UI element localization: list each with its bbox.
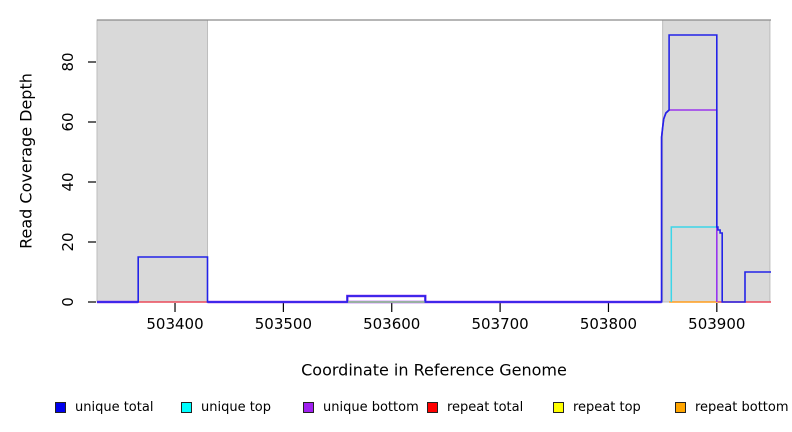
- legend-item-unique-bottom: unique bottom: [303, 399, 419, 415]
- legend-item-repeat-bottom: repeat bottom: [675, 399, 789, 415]
- legend-label: unique top: [201, 399, 272, 415]
- x-tick-label: 503400: [146, 315, 203, 333]
- legend-item-unique-total: unique total: [55, 399, 153, 415]
- y-tick-label: 60: [59, 112, 77, 131]
- x-axis-title: Coordinate in Reference Genome: [301, 360, 567, 380]
- legend-label: repeat top: [573, 399, 641, 415]
- legend-item-unique-top: unique top: [181, 399, 271, 415]
- x-tick-label: 503800: [580, 315, 637, 333]
- legend-swatch-unique-total: [55, 401, 66, 413]
- x-tick-label: 503900: [688, 315, 745, 333]
- legend-item-repeat-total: repeat total: [427, 399, 523, 415]
- y-tick-label: 40: [59, 172, 77, 191]
- x-tick-label: 503500: [255, 315, 312, 333]
- legend-label: repeat total: [447, 399, 524, 415]
- y-tick-label: 20: [59, 232, 77, 251]
- legend-swatch-unique-top: [181, 401, 192, 413]
- y-tick-label: 0: [59, 297, 77, 307]
- legend-label: unique total: [75, 399, 154, 415]
- x-tick-label: 503700: [471, 315, 528, 333]
- legend-label: repeat bottom: [695, 399, 789, 415]
- legend-item-repeat-top: repeat top: [553, 399, 641, 415]
- legend-label: unique bottom: [323, 399, 419, 415]
- legend-swatch-repeat-total: [427, 401, 438, 413]
- y-tick-label: 80: [59, 52, 77, 71]
- y-axis-title: Read Coverage Depth: [16, 73, 36, 249]
- legend-swatch-unique-bottom: [303, 401, 314, 413]
- legend-swatch-repeat-top: [553, 401, 564, 413]
- series-unique-total: [97, 34, 771, 303]
- x-tick-label: 503600: [363, 315, 420, 333]
- legend-swatch-repeat-bottom: [675, 401, 686, 413]
- shaded-region-left: [96, 19, 209, 303]
